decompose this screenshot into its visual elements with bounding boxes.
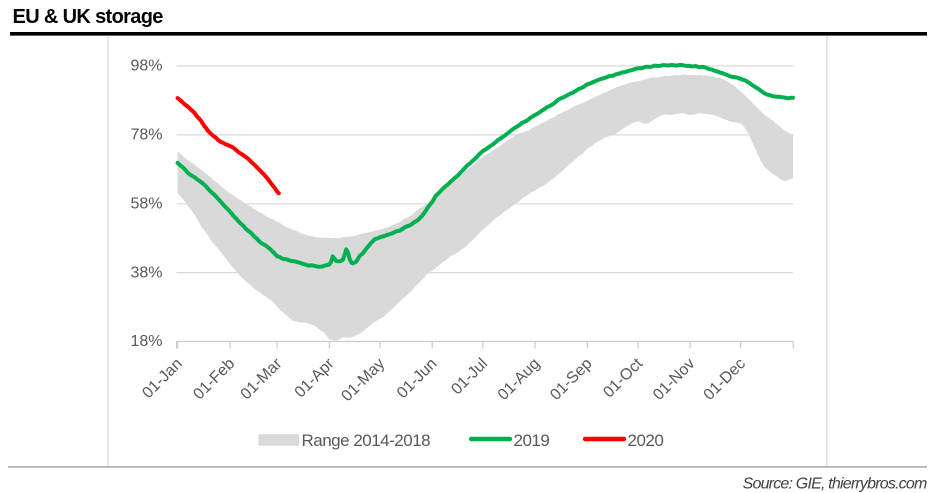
svg-text:Range 2014-2018: Range 2014-2018 <box>302 431 431 450</box>
svg-text:EU & UK storage: EU & UK storage <box>13 6 164 28</box>
svg-text:98%: 98% <box>130 58 162 75</box>
svg-text:2020: 2020 <box>628 431 664 450</box>
svg-text:18%: 18% <box>130 333 162 350</box>
svg-text:Source: GIE, thierrybros.com: Source: GIE, thierrybros.com <box>743 476 927 493</box>
svg-text:78%: 78% <box>130 127 162 144</box>
svg-text:2019: 2019 <box>514 431 550 450</box>
svg-text:58%: 58% <box>130 195 162 212</box>
svg-text:38%: 38% <box>130 264 162 281</box>
